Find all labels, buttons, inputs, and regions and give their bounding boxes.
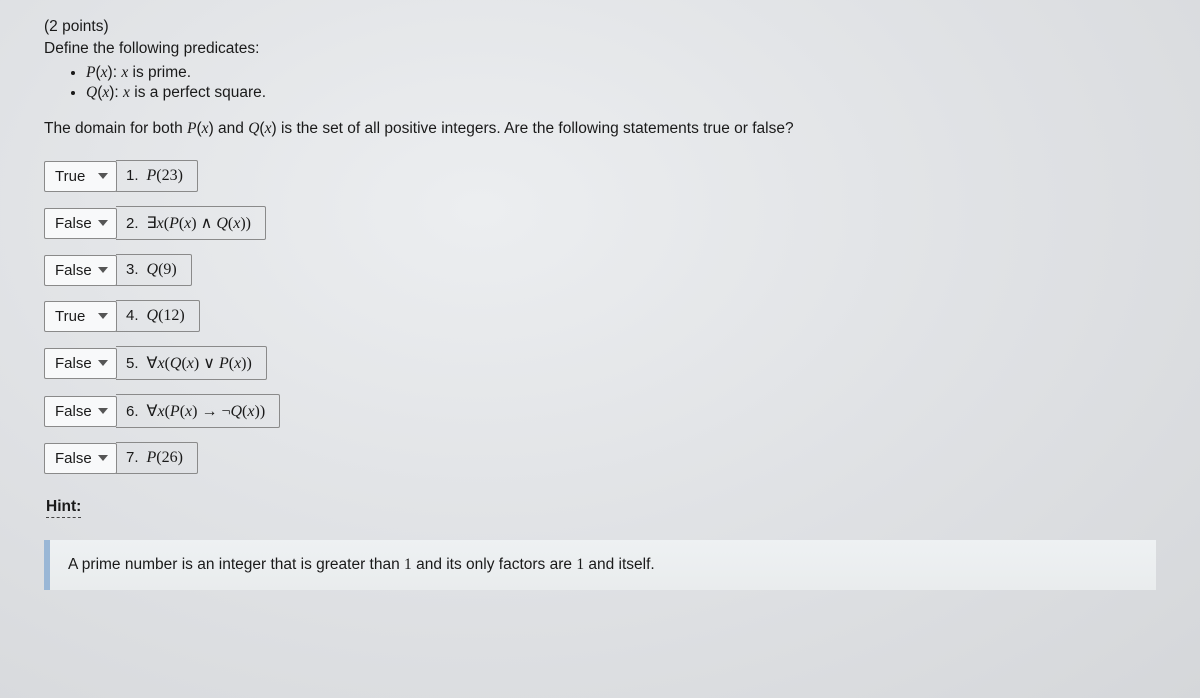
true-false-select[interactable]: TrueFalse xyxy=(45,162,116,191)
predicate-p: P(x): x is prime. xyxy=(86,64,1156,82)
domain-p: P xyxy=(187,120,196,137)
hint-a: A prime number is an integer that is gre… xyxy=(68,556,404,573)
true-false-select[interactable]: TrueFalse xyxy=(45,349,116,378)
predicate-q: Q(x): x is a perfect square. xyxy=(86,84,1156,102)
predicate-list: P(x): x is prime. Q(x): x is a perfect s… xyxy=(44,64,1156,102)
p-text: is prime. xyxy=(128,64,191,81)
statement-text: 4. Q(12) xyxy=(116,300,200,332)
statement-row: TrueFalse5. ∀x(Q(x) ∨ P(x)) xyxy=(44,346,1156,380)
true-false-select[interactable]: TrueFalse xyxy=(45,444,116,473)
hint-one2: 1 xyxy=(576,556,584,573)
select-wrap: TrueFalse xyxy=(44,255,117,286)
select-wrap: TrueFalse xyxy=(44,161,117,192)
statement-row: TrueFalse6. ∀x(P(x) → ¬Q(x)) xyxy=(44,394,1156,428)
statement-text: 2. ∃x(P(x) ∧ Q(x)) xyxy=(116,206,266,240)
statement-row: TrueFalse7. P(26) xyxy=(44,442,1156,474)
domain-text: The domain for both P(x) and Q(x) is the… xyxy=(44,120,1156,138)
select-wrap: TrueFalse xyxy=(44,443,117,474)
select-wrap: TrueFalse xyxy=(44,301,117,332)
hint-toggle[interactable]: Hint: xyxy=(46,498,81,518)
statement-text: 1. P(23) xyxy=(116,160,198,192)
statement-row: TrueFalse2. ∃x(P(x) ∧ Q(x)) xyxy=(44,206,1156,240)
hint-c: and itself. xyxy=(584,556,655,573)
statement-row: TrueFalse3. Q(9) xyxy=(44,254,1156,286)
domain-c: is the set of all positive integers. Are… xyxy=(277,120,794,137)
domain-q: Q xyxy=(248,120,259,137)
domain-a: The domain for both xyxy=(44,120,187,137)
p-fn: P xyxy=(86,64,95,81)
statement-text: 7. P(26) xyxy=(116,442,198,474)
statement-text: 3. Q(9) xyxy=(116,254,192,286)
statement-text: 6. ∀x(P(x) → ¬Q(x)) xyxy=(116,394,280,428)
statement-row: TrueFalse4. Q(12) xyxy=(44,300,1156,332)
q-arg: x xyxy=(102,84,109,101)
domain-b: and xyxy=(214,120,248,137)
true-false-select[interactable]: TrueFalse xyxy=(45,256,116,285)
statement-row: TrueFalse1. P(23) xyxy=(44,160,1156,192)
statement-text: 5. ∀x(Q(x) ∨ P(x)) xyxy=(116,346,267,380)
hint-b: and its only factors are xyxy=(412,556,577,573)
true-false-select[interactable]: TrueFalse xyxy=(45,302,116,331)
select-wrap: TrueFalse xyxy=(44,208,117,239)
q-var: x xyxy=(123,84,130,101)
q-text: is a perfect square. xyxy=(130,84,266,101)
select-wrap: TrueFalse xyxy=(44,396,117,427)
true-false-select[interactable]: TrueFalse xyxy=(45,209,116,238)
prompt-text: Define the following predicates: xyxy=(44,40,1156,58)
hint-box: A prime number is an integer that is gre… xyxy=(44,540,1156,590)
points-label: (2 points) xyxy=(44,18,1156,36)
true-false-select[interactable]: TrueFalse xyxy=(45,397,116,426)
p-arg: x xyxy=(101,64,108,81)
q-fn: Q xyxy=(86,84,97,101)
hint-one1: 1 xyxy=(404,556,412,573)
select-wrap: TrueFalse xyxy=(44,348,117,379)
